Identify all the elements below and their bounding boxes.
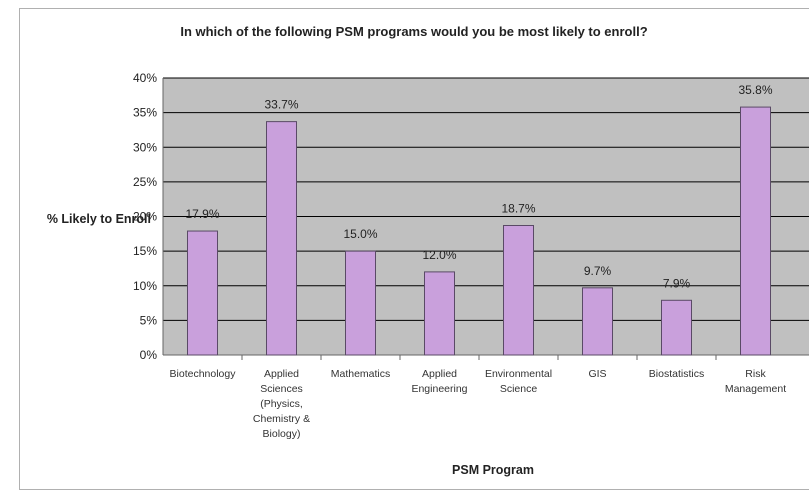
data-label: 18.7% [501, 202, 535, 216]
data-label: 17.9% [185, 207, 219, 221]
y-tick-label: 40% [133, 71, 157, 85]
x-tick-label: Risk Management [725, 368, 786, 395]
bar [503, 225, 534, 356]
x-tick-label: Applied Sciences (Physics, Chemistry & Biolo… [253, 368, 310, 440]
data-label: 7.9% [663, 276, 691, 290]
x-tick-label: Biotechnology [170, 368, 237, 380]
chart-title: In which of the following PSM programs w… [180, 24, 647, 39]
data-label: 33.7% [264, 98, 298, 112]
bar [582, 287, 613, 356]
y-tick-label: 25% [133, 175, 157, 189]
y-tick-label: 30% [133, 140, 157, 154]
data-label: 35.8% [738, 83, 772, 97]
x-tick-label: Environmental Science [485, 368, 552, 395]
bar [661, 299, 692, 356]
y-axis-title: % Likely to Enroll [47, 212, 151, 226]
bar [266, 121, 297, 356]
data-label: 12.0% [422, 248, 456, 262]
x-tick-label: Applied Engineering [411, 368, 467, 395]
x-tick-label: Mathematics [331, 368, 391, 380]
x-tick-label: Biostatistics [649, 368, 704, 380]
y-tick-label: 5% [140, 313, 158, 327]
bar [424, 271, 455, 356]
x-tick-label: GIS [588, 368, 606, 380]
data-label: 15.0% [343, 227, 377, 241]
bar [740, 106, 771, 356]
y-tick-label: 35% [133, 106, 157, 120]
bar [345, 250, 376, 356]
y-tick-label: 15% [133, 244, 157, 258]
y-tick-label: 0% [140, 348, 158, 362]
y-tick-label: 10% [133, 279, 157, 293]
plot-area: 0% 5% 10% 15% 20% 25% 30% 35% 40% 17.9% Biotechnol… [133, 71, 809, 440]
y-tick-label: 20% [133, 210, 157, 224]
bar [187, 230, 218, 356]
data-label: 9.7% [584, 264, 612, 278]
x-axis-title: PSM Program [452, 463, 534, 477]
